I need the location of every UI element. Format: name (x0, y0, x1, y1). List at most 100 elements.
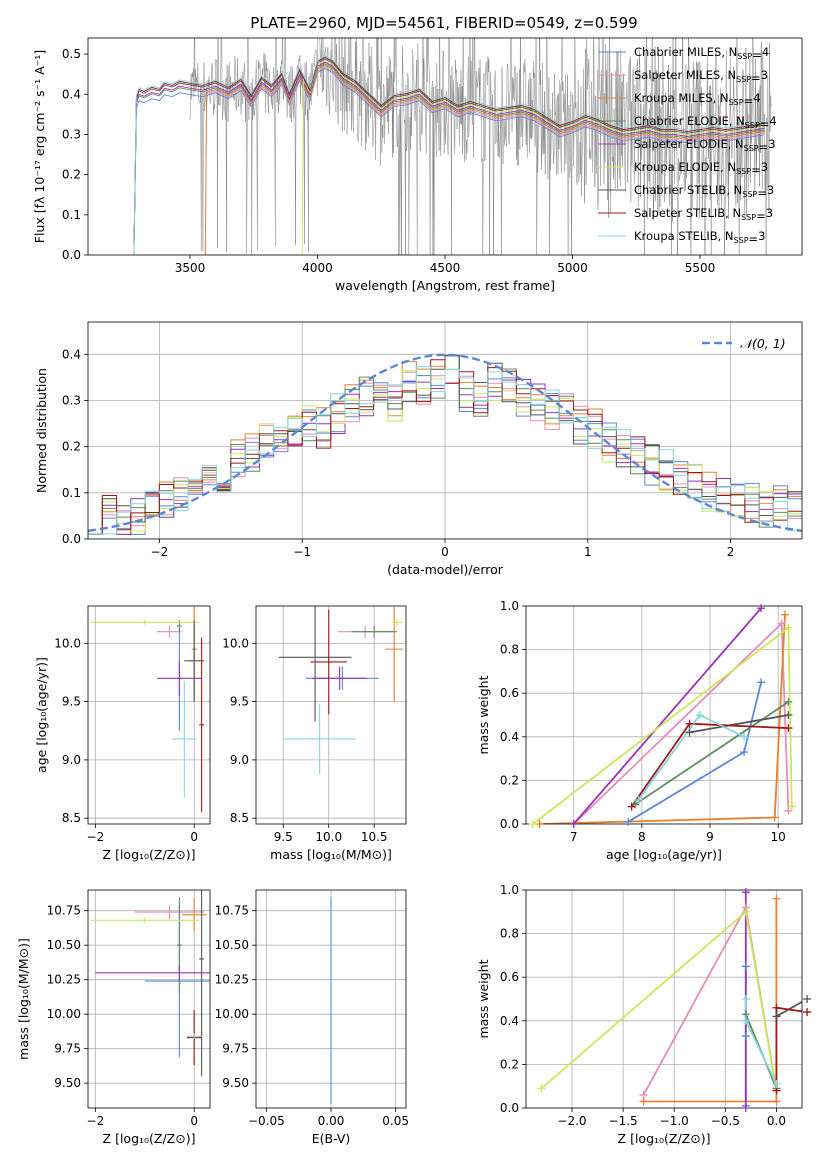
x-tick-label: 9.5 (274, 830, 293, 844)
weight-point-marker (695, 711, 704, 719)
weight-series-line (637, 713, 745, 801)
weight-point-marker (528, 820, 537, 828)
model-spectrum-line (133, 63, 764, 255)
x-axis-label: mass [log₁₀(M/M⊙)] (270, 847, 392, 862)
legend-entry-nssp: 3 (766, 206, 773, 220)
weight-point-marker (740, 732, 749, 741)
x-tick-label: −1.5 (609, 1114, 638, 1128)
panel-age-vs-z: −2 0 8.5 9.0 9.5 10.0 Z [log₁₀(Z/Z⊙)] age [log₁… (34, 605, 211, 862)
legend-entry: Chabrier STELIB, NSSP=3 (634, 183, 774, 200)
y-tick-label: 0.4 (500, 730, 519, 744)
legend-entry-subscript: SSP (745, 121, 760, 130)
y-tick-label: 10.0 (54, 636, 81, 650)
legend-entry-subscript: SSP (742, 190, 757, 199)
axes-frame (525, 605, 803, 825)
weight-point-marker (685, 728, 694, 737)
y-tick-label: 0.4 (62, 347, 81, 361)
y-tick-label: 1.0 (500, 599, 519, 613)
y-tick-label: 0.0 (62, 532, 81, 546)
weight-point-marker (770, 813, 779, 822)
data-point (184, 619, 205, 702)
legend-entry-nssp: 3 (767, 183, 774, 197)
y-tick-label: 9.5 (62, 695, 81, 709)
y-tick-label: 10.50 (47, 938, 81, 952)
legend-entry-subscript: SSP (736, 167, 751, 176)
plot-area (526, 890, 802, 1108)
axes-frame (87, 889, 211, 1109)
y-tick-label: 8.5 (230, 811, 249, 825)
y-tick-label: 9.0 (230, 753, 249, 767)
weight-point-marker (803, 1008, 812, 1017)
y-tick-label: 0.2 (500, 773, 519, 787)
y-tick-label: 0.4 (500, 1014, 519, 1028)
model-spectrum-line (133, 58, 764, 255)
y-tick-label: 10.25 (215, 973, 249, 987)
y-tick-label: 0.6 (500, 970, 519, 984)
y-tick-label: 0.0 (500, 817, 519, 831)
legend-entry: Kroupa ELODIE, NSSP=3 (634, 160, 768, 177)
weight-point-marker (569, 820, 578, 828)
model-spectrum-line (133, 55, 764, 255)
y-tick-label: 0.0 (62, 248, 81, 262)
x-tick-label: 0.0 (767, 1114, 786, 1128)
plot-area (88, 322, 802, 539)
y-axis-label: Normed distribution (34, 368, 49, 493)
weight-point-marker (772, 1097, 781, 1106)
legend-entry-name: Kroupa ELODIE (634, 160, 720, 174)
legend-entry-subscript: SSP (729, 98, 744, 107)
y-tick-label: 10.00 (47, 1007, 81, 1021)
x-tick-label: 0 (441, 545, 449, 559)
axes-frame (87, 605, 211, 825)
model-spectrum-line (133, 56, 764, 255)
y-tick-label: 10.25 (47, 973, 81, 987)
legend-entry-eq: = (744, 94, 754, 108)
legend-entry: Salpeter MILES, NSSP=3 (634, 68, 768, 85)
legend-entry-name: Salpeter MILES (634, 68, 720, 82)
weight-point-marker (741, 1104, 750, 1112)
data-point (157, 625, 182, 638)
x-tick-label: −1 (293, 545, 311, 559)
weight-point-marker (627, 802, 636, 811)
x-axis-label: (data-model)/error (387, 562, 504, 577)
y-tick-label: 0.2 (62, 168, 81, 182)
panel-mass-vs-ebv: −0.05 0.00 0.05 9.50 9.75 10.00 10.25 10.50 10.7… (215, 889, 409, 1146)
x-tick-label: 0.05 (382, 1114, 409, 1128)
legend-entry-subscript: SSP (741, 213, 756, 222)
y-tick-label: 0.5 (62, 47, 81, 61)
x-tick-label: 1 (584, 545, 592, 559)
data-point (283, 703, 356, 774)
weight-point-marker (787, 802, 796, 811)
legend-entry-subscript: SSP (737, 52, 752, 61)
weight-point-marker (784, 806, 793, 815)
data-point (176, 619, 182, 632)
plot-area (256, 890, 406, 1108)
legend-entry-nssp-label: , N (728, 137, 744, 151)
legend-entry-nssp: 4 (769, 114, 776, 128)
x-tick-label: 10.0 (315, 830, 342, 844)
legend-entry-nssp: 3 (768, 137, 775, 151)
data-point (134, 905, 205, 919)
legend-entry-name: Chabrier MILES (634, 45, 721, 59)
plot-area (88, 606, 210, 824)
legend-entry-subscript: SSP (744, 144, 759, 153)
legend-entry-nssp-label: , N (725, 206, 741, 220)
axes-frame (255, 605, 407, 825)
x-axis-label: E(B-V) (312, 1131, 351, 1146)
weight-series-line (744, 999, 778, 1085)
weight-point-marker (685, 719, 694, 728)
x-axis-label: Z [log₁₀(Z/Z⊙)] (103, 1131, 196, 1146)
y-axis-label: mass [log₁₀(M/M⊙)] (16, 938, 31, 1060)
legend-entry-name: Chabrier STELIB (634, 183, 726, 197)
observed-spectrum (189, 38, 772, 255)
x-axis-label: age [log₁₀(age/yr)] (606, 847, 722, 862)
y-axis-label: mass weight (476, 959, 491, 1038)
y-tick-label: 10.75 (47, 904, 81, 918)
legend-entry-subscript: SSP (734, 236, 749, 245)
weight-point-marker (772, 1003, 781, 1012)
y-tick-label: 0.1 (62, 208, 81, 222)
weight-point-marker (777, 619, 786, 628)
legend-entry-name: Salpeter STELIB (634, 206, 725, 220)
legend-entry-nssp: 4 (753, 91, 760, 105)
weight-point-marker (741, 962, 750, 971)
